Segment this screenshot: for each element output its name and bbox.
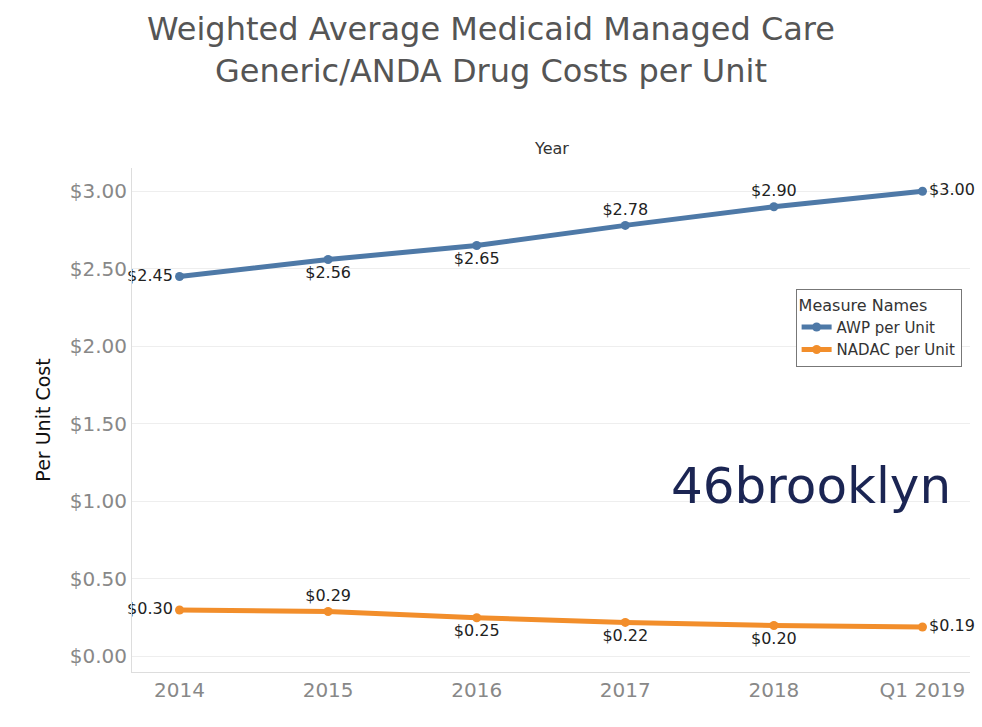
svg-text:2016: 2016 (451, 678, 502, 702)
svg-text:$0.19: $0.19 (929, 616, 975, 635)
svg-text:NADAC per Unit: NADAC per Unit (837, 341, 955, 359)
svg-text:2014: 2014 (154, 678, 205, 702)
svg-text:$1.50: $1.50 (70, 412, 127, 436)
svg-text:Weighted Average Medicaid Mana: Weighted Average Medicaid Managed CareGe… (147, 10, 835, 90)
svg-text:2015: 2015 (303, 678, 354, 702)
svg-text:$3.00: $3.00 (70, 179, 127, 203)
svg-text:$0.50: $0.50 (70, 567, 127, 591)
svg-text:$0.30: $0.30 (127, 599, 173, 618)
svg-text:$1.00: $1.00 (70, 489, 127, 513)
svg-text:2017: 2017 (600, 678, 651, 702)
svg-text:$2.56: $2.56 (305, 263, 351, 282)
svg-text:$0.22: $0.22 (602, 626, 648, 645)
svg-text:$2.78: $2.78 (602, 200, 648, 219)
svg-text:$2.65: $2.65 (454, 249, 500, 268)
svg-text:Q1 2019: Q1 2019 (880, 678, 966, 702)
svg-text:$2.90: $2.90 (751, 181, 797, 200)
svg-text:$0.25: $0.25 (454, 621, 500, 640)
svg-text:2018: 2018 (748, 678, 799, 702)
svg-text:$2.00: $2.00 (70, 334, 127, 358)
svg-text:$2.45: $2.45 (127, 266, 173, 285)
svg-text:Per Unit Cost: Per Unit Cost (32, 358, 54, 481)
svg-text:$0.29: $0.29 (305, 586, 351, 605)
svg-text:$0.00: $0.00 (70, 644, 127, 668)
svg-text:46brooklyn: 46brooklyn (671, 457, 951, 515)
svg-text:$0.20: $0.20 (751, 629, 797, 648)
svg-text:AWP per Unit: AWP per Unit (837, 319, 935, 337)
svg-text:$2.50: $2.50 (70, 257, 127, 281)
svg-text:Measure Names: Measure Names (799, 296, 928, 315)
svg-text:Year: Year (534, 139, 569, 158)
svg-text:$3.00: $3.00 (929, 180, 975, 199)
